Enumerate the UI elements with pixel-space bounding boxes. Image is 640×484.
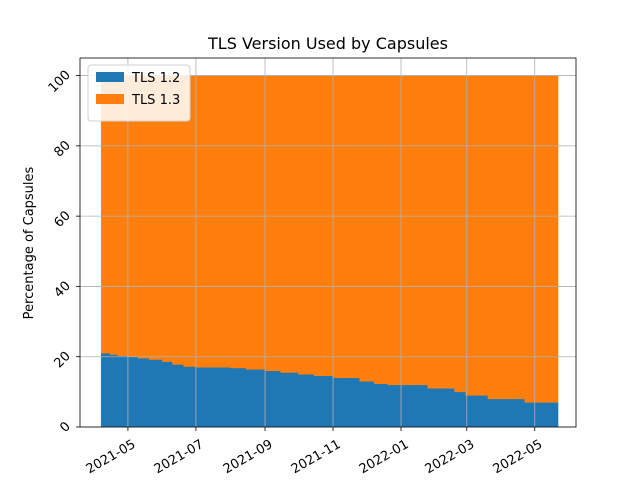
legend-swatch (96, 72, 124, 82)
legend-swatch (96, 94, 124, 104)
y-axis-label: Percentage of Capsules (22, 166, 37, 319)
legend-label: TLS 1.2 (131, 71, 180, 86)
chart-title: TLS Version Used by Capsules (207, 34, 448, 53)
series-areas (100, 75, 559, 428)
plot-frame (79, 57, 577, 428)
legend-label: TLS 1.3 (131, 93, 180, 108)
legend: TLS 1.2 TLS 1.3 (87, 64, 191, 122)
area-tls-1-3 (100, 75, 559, 403)
